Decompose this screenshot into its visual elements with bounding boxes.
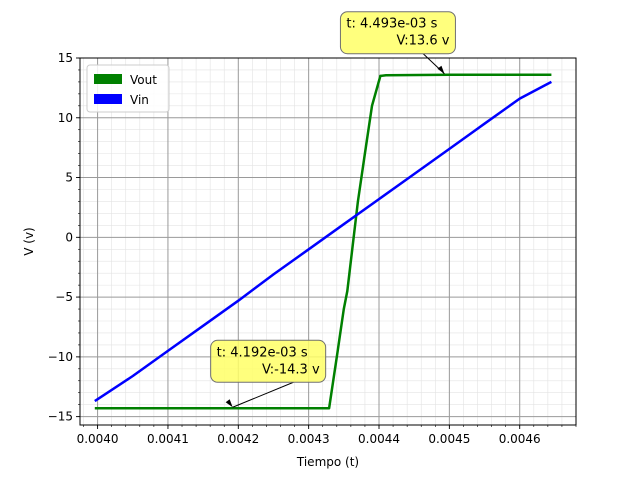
series-line-vout [94, 73, 552, 410]
x-tick-label: 0.0042 [217, 432, 259, 446]
x-axis-label: Tiempo (t) [296, 455, 359, 469]
x-tick-label: 0.0043 [288, 432, 330, 446]
annotation-value: V:-14.3 v [262, 362, 320, 377]
legend-label: Vin [130, 93, 149, 107]
annotation-time: t: 4.192e-03 s [217, 345, 308, 360]
legend-swatch-vout [94, 74, 122, 84]
plot-frame [79, 57, 577, 426]
legend: Vout Vin [86, 64, 170, 113]
y-tick-label: 10 [58, 111, 73, 125]
series-layer [94, 73, 552, 410]
x-tick-label: 0.0045 [428, 432, 470, 446]
annotation-box [210, 339, 327, 383]
annotation-time: t: 4.493e-03 s [346, 17, 437, 32]
y-tick-label: 0 [65, 230, 73, 244]
annotation-arrowhead [225, 399, 233, 408]
annotation-value: V:13.6 v [396, 34, 449, 49]
y-tick-label: −10 [48, 350, 73, 364]
x-tick-label: 0.0041 [147, 432, 189, 446]
legend-label: Vout [130, 73, 157, 87]
y-tick-label: −15 [48, 410, 73, 424]
x-tick-label: 0.0044 [358, 432, 400, 446]
annotation-arrow [232, 381, 294, 408]
annotation-layer: t: 4.493e-03 s V:13.6 v t: 4.192e-03 s V:-1… [210, 11, 456, 408]
y-tick-label: 15 [58, 51, 73, 65]
annotation-arrowhead [437, 65, 445, 74]
y-tick-label: 5 [65, 171, 73, 185]
x-tick-label: 0.0040 [77, 432, 119, 446]
series-line-vin [94, 80, 552, 403]
axes-layer: 0.0040 0.0041 0.0042 0.0043 0.0044 0.0045 0.00… [22, 51, 577, 469]
legend-swatch-vin [94, 94, 122, 104]
x-tick-label: 0.0046 [499, 432, 541, 446]
annotation-box [339, 11, 456, 55]
y-axis-label: V (v) [22, 227, 36, 256]
y-tick-label: −5 [55, 290, 73, 304]
